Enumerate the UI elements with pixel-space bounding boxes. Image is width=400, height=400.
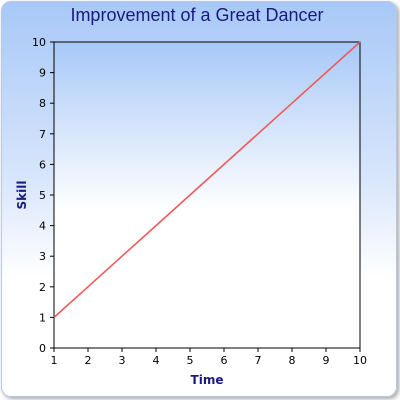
y-tick-label: 2 <box>39 281 46 294</box>
x-tick-label: 2 <box>85 354 92 367</box>
x-tick-label: 1 <box>51 354 58 367</box>
x-tick-label: 7 <box>255 354 262 367</box>
series-line <box>53 41 361 318</box>
y-tick-label: 7 <box>39 128 46 141</box>
x-tick-label: 5 <box>187 354 194 367</box>
y-axis-title: Skill <box>15 181 29 210</box>
x-tick-label: 9 <box>323 354 330 367</box>
y-tick-label: 1 <box>39 311 46 324</box>
y-tick-label: 0 <box>39 342 46 355</box>
x-tick-label: 3 <box>119 354 126 367</box>
y-tick-label: 6 <box>39 158 46 171</box>
y-tick-label: 10 <box>32 36 46 49</box>
y-tick-label: 8 <box>39 97 46 110</box>
y-tick-label: 4 <box>39 220 46 233</box>
plot-area <box>53 41 361 349</box>
chart-title: Improvement of a Great Dancer <box>70 5 324 25</box>
y-tick-label: 5 <box>39 189 46 202</box>
y-tick-label: 3 <box>39 250 46 263</box>
y-tick-label: 9 <box>39 67 46 80</box>
plot-frame <box>53 41 361 349</box>
x-tick-label: 8 <box>289 354 296 367</box>
x-axis-title: Time <box>191 373 224 387</box>
x-tick-label: 4 <box>153 354 160 367</box>
series-layer <box>53 41 361 318</box>
x-tick-label: 10 <box>353 354 367 367</box>
x-tick-label: 6 <box>221 354 228 367</box>
